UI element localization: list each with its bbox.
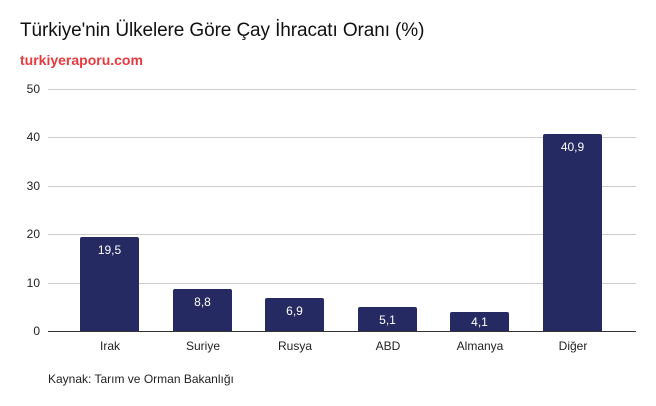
bar-almanya: 4,1 [450, 312, 509, 331]
bar-value-label: 40,9 [560, 140, 585, 154]
xtick-rusya: Rusya [277, 339, 312, 353]
gridline-40 [48, 137, 636, 138]
bar-value-label: 19,5 [97, 243, 122, 257]
bar-rusya: 6,9 [265, 298, 324, 331]
gridline-50 [48, 89, 636, 90]
xtick-abd: ABD [375, 339, 401, 353]
ytick-10: 10 [26, 276, 40, 290]
bar-irak: 19,5 [80, 237, 139, 331]
bar-value-label: 8,8 [194, 295, 211, 309]
ytick-40: 40 [26, 130, 40, 144]
bar-value-label: 4,1 [471, 315, 488, 329]
ytick-50: 50 [26, 82, 40, 96]
bar-value-label: 5,1 [379, 313, 396, 327]
gridline-10 [48, 283, 636, 284]
ytick-0: 0 [33, 324, 40, 338]
x-axis-baseline [48, 331, 636, 332]
xtick-almanya: Almanya [456, 339, 504, 353]
chart-title: Türkiye'nin Ülkelere Göre Çay İhracatı O… [20, 20, 425, 41]
bar-value-label: 6,9 [286, 304, 303, 318]
gridline-20 [48, 234, 636, 235]
xtick-irak: Irak [99, 339, 120, 353]
chart-subtitle: turkiyeraporu.com [20, 52, 143, 68]
xtick-diger: Diğer [558, 339, 588, 353]
xtick-suriye: Suriye [185, 339, 220, 353]
source-note: Kaynak: Tarım ve Orman Bakanlığı [48, 372, 234, 386]
ytick-30: 30 [26, 179, 40, 193]
gridline-30 [48, 186, 636, 187]
ytick-20: 20 [26, 227, 40, 241]
bar-suriye: 8,8 [173, 289, 232, 331]
bar-abd: 5,1 [358, 307, 417, 331]
bar-diger: 40,9 [543, 134, 602, 331]
